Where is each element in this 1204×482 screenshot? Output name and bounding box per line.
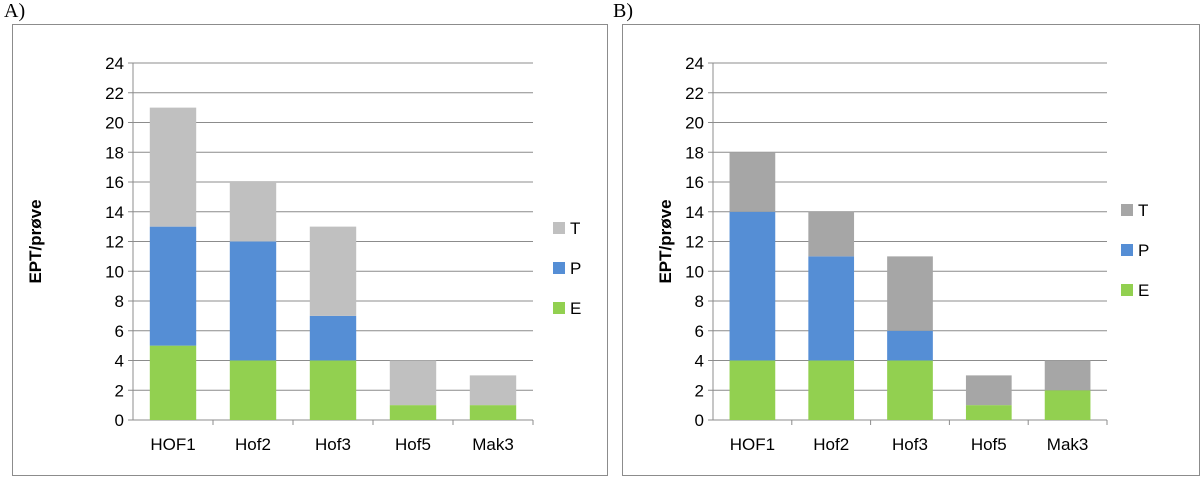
- bar-segment-e: [149, 345, 197, 420]
- y-tick-label: 22: [685, 84, 704, 103]
- bar-segment-e: [887, 360, 933, 420]
- x-tick-label: HOF1: [730, 435, 775, 454]
- bar-segment-t: [808, 211, 855, 257]
- legend-swatch-p: [1121, 244, 1133, 256]
- y-tick-label: 12: [685, 233, 704, 252]
- bar-segment-t: [1044, 360, 1091, 391]
- bar-segment-e: [965, 405, 1012, 420]
- bar-segment-p: [808, 256, 855, 361]
- bar-segment-t: [887, 256, 933, 331]
- bar-segment-t: [469, 375, 517, 406]
- x-tick-label: Hof5: [395, 435, 431, 454]
- y-tick-label: 2: [695, 381, 704, 400]
- y-tick-label: 22: [105, 84, 124, 103]
- y-tick-label: 16: [105, 173, 124, 192]
- y-tick-label: 14: [685, 203, 704, 222]
- y-tick-label: 4: [695, 352, 704, 371]
- y-tick-label: 6: [695, 322, 704, 341]
- y-tick-label: 24: [105, 54, 124, 73]
- bar-segment-e: [389, 405, 437, 420]
- legend-swatch-e: [553, 302, 565, 314]
- x-tick-label: Hof3: [315, 435, 351, 454]
- y-tick-label: 14: [105, 203, 124, 222]
- bar-segment-t: [229, 182, 277, 242]
- bar-segment-e: [1044, 390, 1091, 420]
- bar-segment-e: [229, 360, 277, 420]
- legend-label-t: T: [570, 219, 580, 238]
- y-tick-label: 4: [115, 352, 124, 371]
- bar-segment-p: [887, 330, 933, 361]
- y-axis-label: EPT/prøve: [26, 199, 45, 283]
- panel-b-label: B): [613, 0, 633, 22]
- bar-segment-p: [229, 241, 277, 361]
- y-tick-label: 18: [685, 143, 704, 162]
- legend-label-p: P: [1138, 241, 1149, 260]
- legend-label-e: E: [570, 299, 581, 318]
- y-tick-label: 10: [105, 262, 124, 281]
- y-tick-label: 2: [115, 381, 124, 400]
- bar-segment-p: [729, 211, 776, 361]
- bar-segment-p: [309, 315, 357, 361]
- chart-a-frame: 0 2 4 6 8 10 12 14 16 18 20 22 24 EPT/prøve HOF1 Hof2 Ho…: [12, 24, 608, 476]
- x-tick-label: Mak3: [472, 435, 514, 454]
- bar-segment-e: [729, 360, 776, 420]
- bar-segment-e: [309, 360, 357, 420]
- bar-segment-t: [389, 360, 437, 406]
- x-tick-label: Mak3: [1047, 435, 1089, 454]
- x-tick-label: Hof3: [892, 435, 928, 454]
- legend-label-t: T: [1138, 201, 1148, 220]
- y-tick-label: 12: [105, 233, 124, 252]
- bar-segment-t: [309, 226, 357, 316]
- legend-swatch-e: [1121, 284, 1133, 296]
- y-tick-label: 20: [685, 114, 704, 133]
- legend-swatch-t: [553, 222, 565, 234]
- x-tick-label: Hof2: [813, 435, 849, 454]
- bar-segment-t: [729, 152, 776, 212]
- bar-segment-p: [149, 226, 197, 346]
- y-tick-label: 20: [105, 114, 124, 133]
- chart-b-frame: 0 2 4 6 8 10 12 14 16 18 20 22 24 EPT/prøve HOF1 Hof2 Ho…: [622, 24, 1200, 476]
- x-tick-label: HOF1: [150, 435, 195, 454]
- y-tick-label: 0: [115, 411, 124, 430]
- bar-segment-e: [469, 405, 517, 420]
- legend-swatch-p: [553, 262, 565, 274]
- y-tick-label: 8: [115, 292, 124, 311]
- y-tick-label: 0: [695, 411, 704, 430]
- y-tick-label: 24: [685, 54, 704, 73]
- x-tick-label: Hof5: [971, 435, 1007, 454]
- legend-label-p: P: [570, 259, 581, 278]
- bar-segment-e: [808, 360, 855, 420]
- y-tick-label: 18: [105, 143, 124, 162]
- legend-swatch-t: [1121, 204, 1133, 216]
- x-tick-label: Hof2: [235, 435, 271, 454]
- y-tick-label: 16: [685, 173, 704, 192]
- y-tick-label: 10: [685, 262, 704, 281]
- bar-segment-t: [149, 107, 197, 227]
- y-tick-label: 8: [695, 292, 704, 311]
- legend-label-e: E: [1138, 281, 1149, 300]
- bar-segment-t: [965, 375, 1012, 406]
- y-tick-label: 6: [115, 322, 124, 341]
- panel-a-label: A): [4, 0, 26, 22]
- y-axis-label: EPT/prøve: [656, 199, 675, 283]
